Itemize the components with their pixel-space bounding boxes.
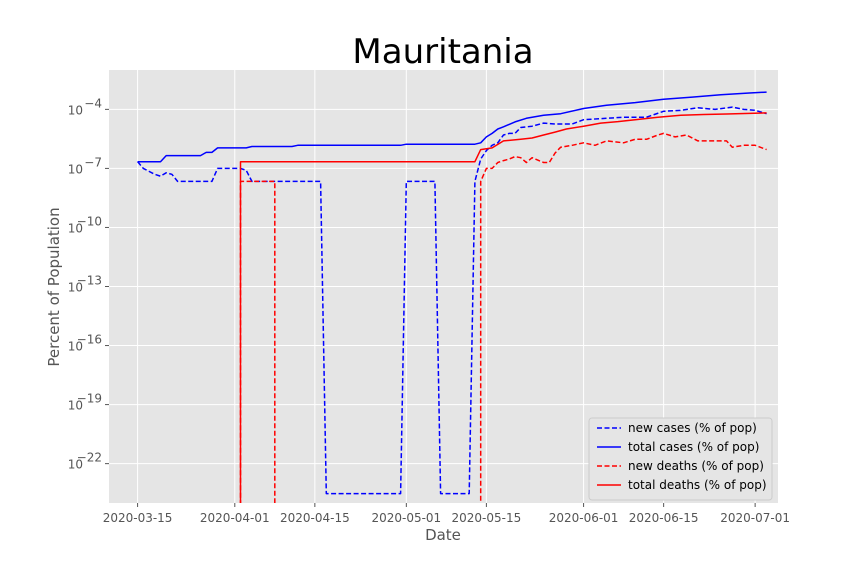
x-tick-label: 2020-04-15 xyxy=(280,511,350,525)
x-tick-label: 2020-06-01 xyxy=(549,511,619,525)
y-tick-exponent: −16 xyxy=(77,333,102,347)
legend-box xyxy=(588,417,773,501)
y-tick-label: 10 xyxy=(68,103,83,117)
y-tick-base: 10 xyxy=(68,281,83,295)
y-tick-label: 10 xyxy=(68,281,83,295)
legend-entry: new deaths (% of pop) xyxy=(628,459,764,473)
y-tick-base: 10 xyxy=(68,340,83,354)
y-tick-base: 10 xyxy=(68,399,83,413)
chart-title: Mauritania xyxy=(352,32,533,72)
series-line-total-deaths-of-pop xyxy=(239,112,767,503)
legend: new cases (% of pop) total cases (% of po… xyxy=(588,417,773,501)
y-tick-exponent: −13 xyxy=(77,274,102,288)
series-line-total-cases-of-pop xyxy=(137,91,767,163)
x-tick-label: 2020-05-01 xyxy=(371,511,441,525)
x-tick-label: 2020-05-15 xyxy=(452,511,522,525)
y-tick-label: 10 xyxy=(68,399,83,413)
y-tick-exponent: −4 xyxy=(84,96,102,110)
x-tick-label: 2020-04-01 xyxy=(200,511,270,525)
y-tick-exponent: −10 xyxy=(77,214,102,228)
y-tick-label: 10 xyxy=(68,221,83,235)
y-tick-base: 10 xyxy=(68,162,83,176)
legend-entry: total deaths (% of pop) xyxy=(628,478,767,492)
y-tick-label: 10 xyxy=(68,340,83,354)
x-tick-label: 2020-07-01 xyxy=(720,511,790,525)
legend-entry: total cases (% of pop) xyxy=(628,440,759,454)
y-tick-label: 10 xyxy=(68,458,83,472)
y-tick-base: 10 xyxy=(68,458,83,472)
x-tick-label: 2020-03-15 xyxy=(103,511,173,525)
y-tick-exponent: −7 xyxy=(84,155,102,169)
legend-entry: new cases (% of pop) xyxy=(628,421,757,435)
y-tick-exponent: −22 xyxy=(77,451,102,465)
x-axis-label: Date xyxy=(425,526,461,544)
y-tick-exponent: −19 xyxy=(77,392,102,406)
y-tick-base: 10 xyxy=(68,221,83,235)
series-line-new-cases-of-pop xyxy=(137,106,767,495)
y-tick-base: 10 xyxy=(68,103,83,117)
y-axis-label: Percent of Population xyxy=(45,207,63,366)
x-axis: 2020-03-15 2020-04-01 2020-04-15 2020-05-01… xyxy=(103,503,790,525)
x-tick-label: 2020-06-15 xyxy=(629,511,699,525)
series-line-new-deaths-of-pop xyxy=(239,132,767,503)
series-layer xyxy=(137,91,767,503)
y-tick-label: 10 xyxy=(68,162,83,176)
